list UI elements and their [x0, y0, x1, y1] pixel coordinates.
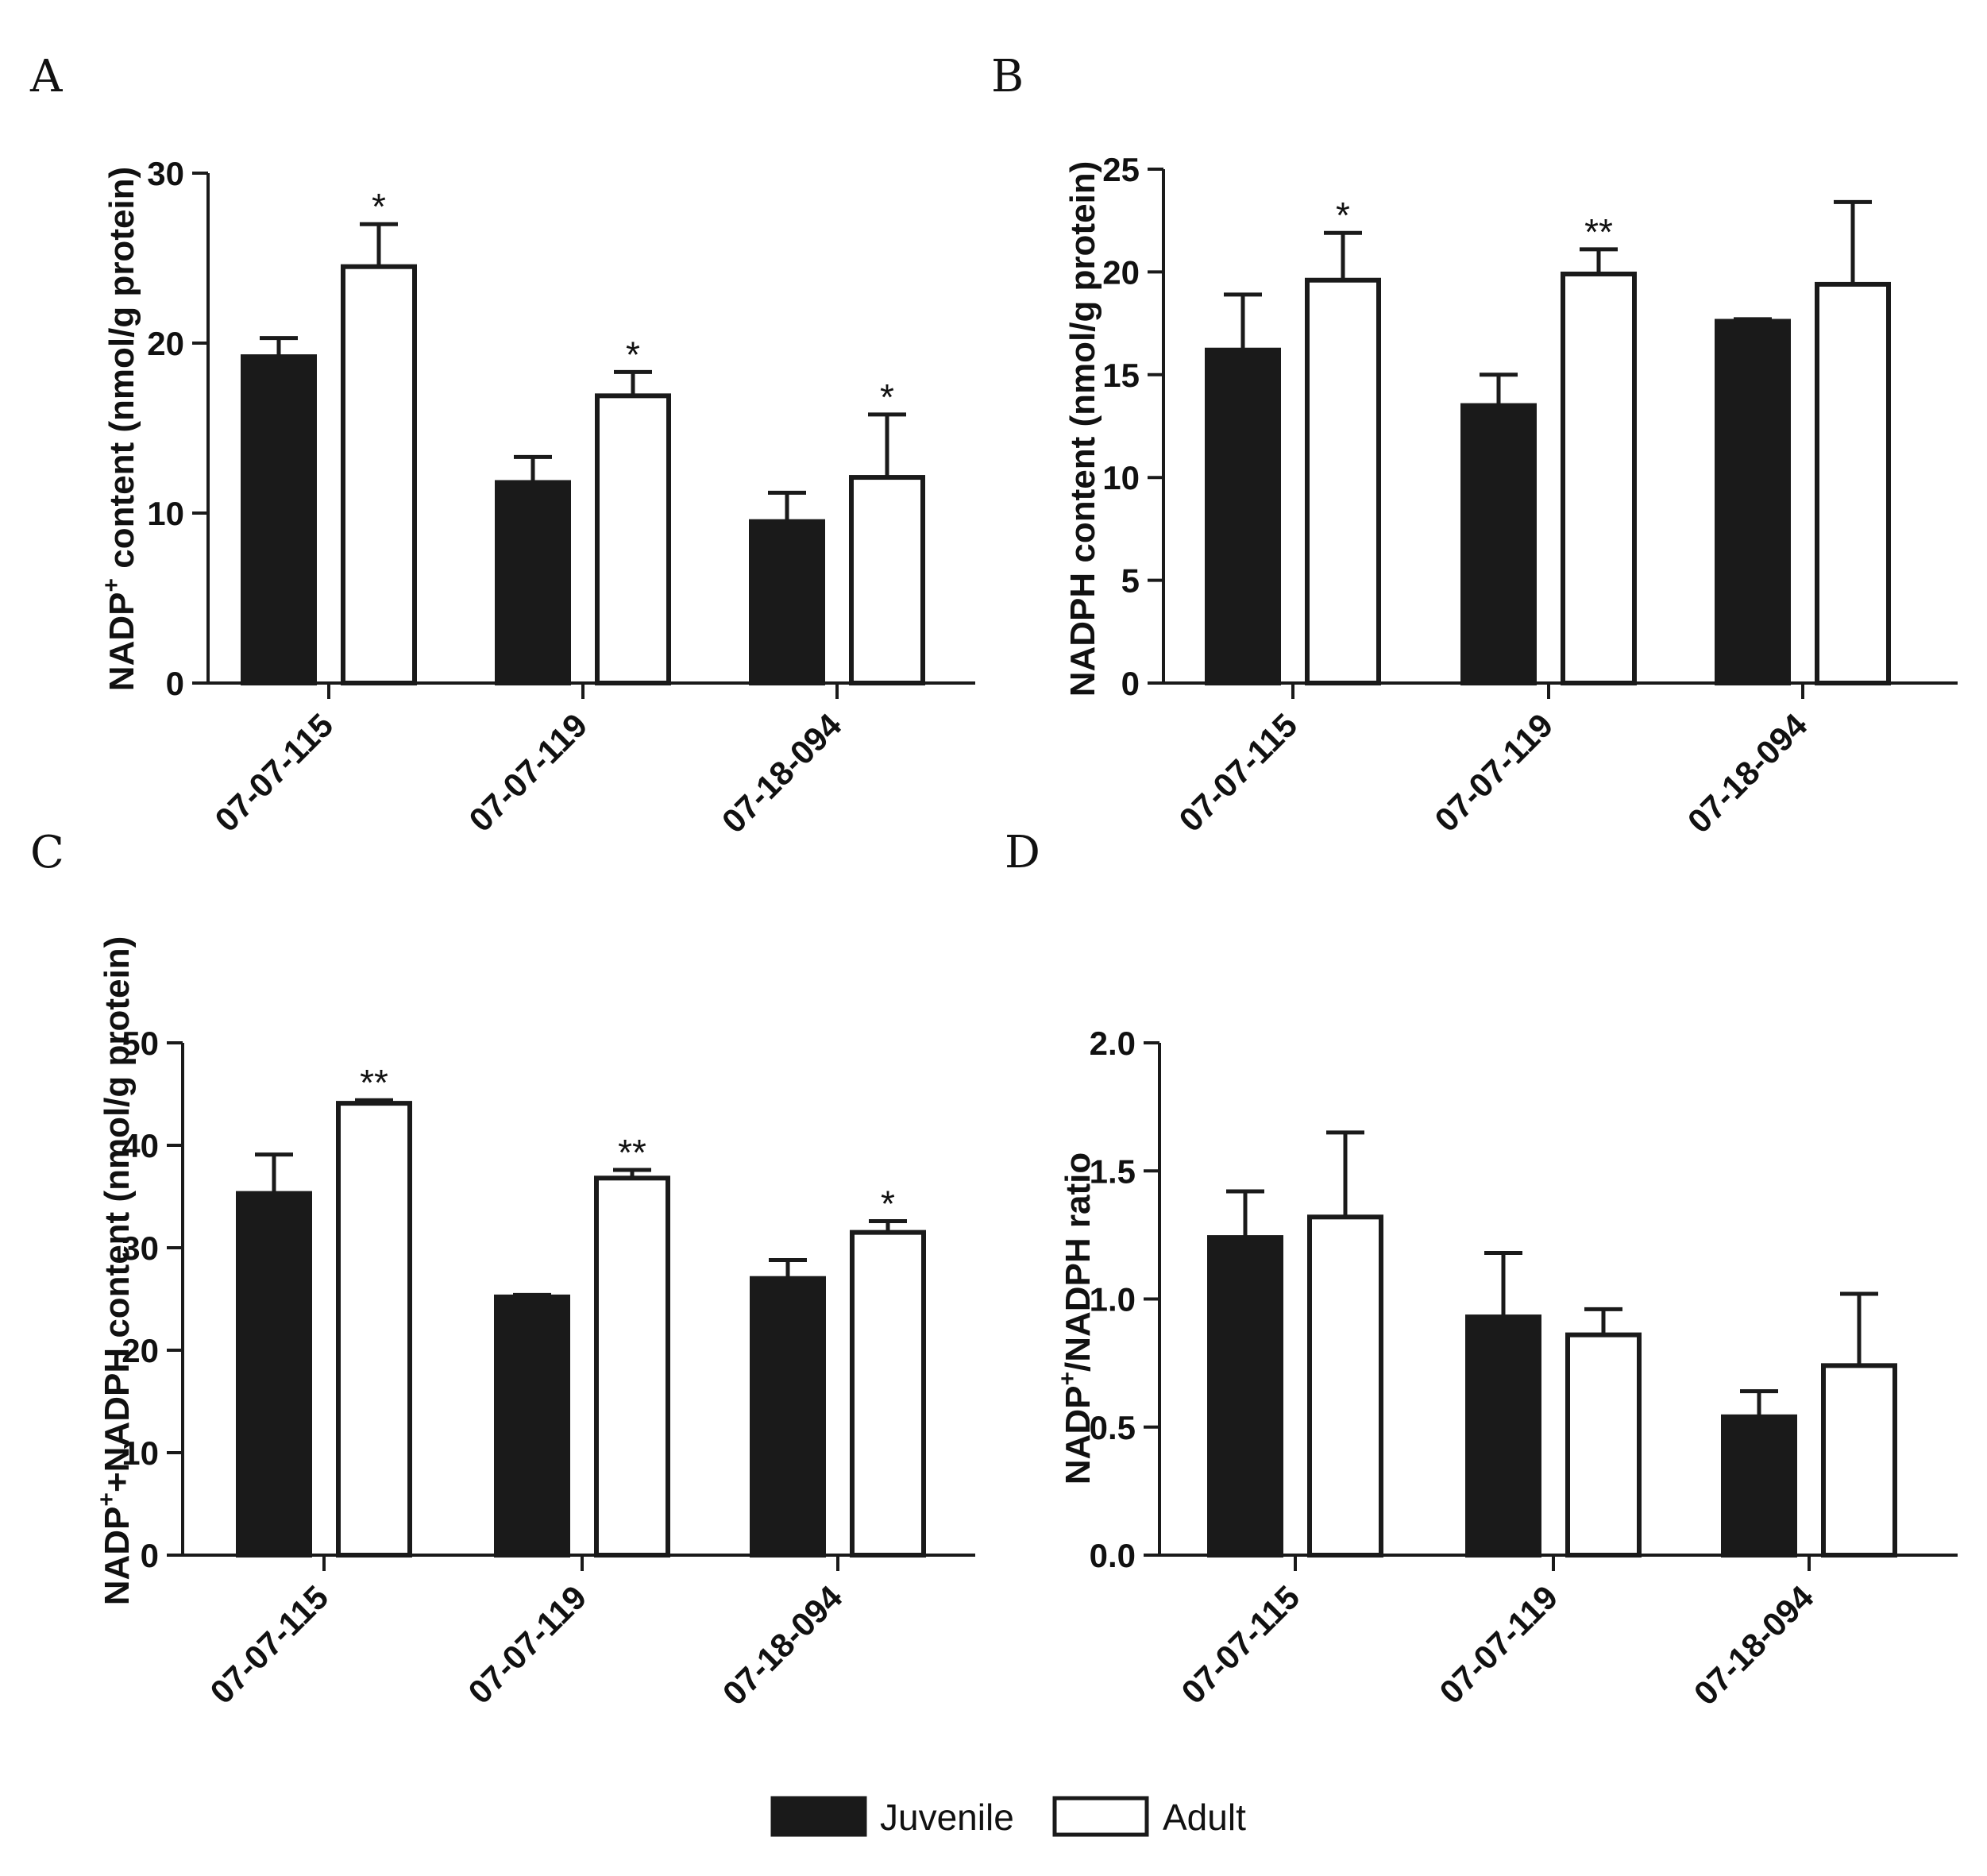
- panel-d-y-tick-label: 0.5: [1090, 1409, 1136, 1446]
- panel-b-y-axis-title: NADPH content (nmol/g protein): [1063, 161, 1102, 697]
- panel-c-bar-juvenile: [750, 1276, 826, 1558]
- panel-d-y-tick-label: 1.0: [1090, 1281, 1136, 1318]
- panel-c-y-tick-label: 10: [122, 1434, 159, 1472]
- panel-a-bar-juvenile: [749, 519, 825, 686]
- panel-a-y-tick-label: 10: [147, 495, 184, 532]
- panel-c-bar-adult: [594, 1175, 670, 1558]
- panel-d-y-axis-title-group: NADP+/NADPH ratio: [1055, 1152, 1098, 1484]
- panel-letter-b: B: [991, 51, 1024, 102]
- panel-b-y-title-main: NADPH content (nmol/g protein): [1063, 161, 1102, 697]
- panel-c-y-tick-label: 40: [122, 1127, 159, 1164]
- panel-c-y-title-main: NADP: [98, 1507, 137, 1606]
- panel-a: A NADP+ content (nmol/g protein) 0 10 20 30…: [29, 51, 975, 840]
- panel-a-y-axis-title: NADP+ content (nmol/g protein): [98, 167, 141, 691]
- panel-b-y-tick-label: 0: [1121, 665, 1140, 702]
- panel-b-bar-adult: [1305, 277, 1381, 685]
- panel-a-bar-adult: [849, 475, 925, 685]
- panel-b-y-tick-label: 5: [1121, 562, 1140, 600]
- panel-a-y-title-main: NADP: [102, 593, 141, 692]
- panel-letter-a: A: [29, 51, 63, 102]
- panel-a-bar-adult: [595, 393, 671, 685]
- panel-c-y-tick-label: 30: [122, 1229, 159, 1267]
- panel-a-y-title-rest: content (nmol/g protein): [102, 167, 141, 578]
- panel-a-y-tick-label: 30: [147, 155, 184, 192]
- panel-c-y-tick-label: 50: [122, 1025, 159, 1062]
- panel-a-y-axis-title-group: NADP+ content (nmol/g protein): [98, 167, 141, 691]
- panel-b-bar-adult: [1815, 281, 1891, 685]
- panel-d-y-title-sup: +: [1055, 1372, 1081, 1386]
- panel-c-y-axis-title-group: NADP++NADPH content (nmol/g protein): [94, 936, 137, 1606]
- panel-b-y-tick-label: 15: [1102, 357, 1140, 394]
- panel-d-y-title-main: NADP: [1059, 1386, 1098, 1485]
- panel-d-y-tick-label: 1.5: [1090, 1152, 1136, 1190]
- panel-a-y-tick-label: 0: [166, 665, 184, 702]
- panel-b: B NADPH content (nmol/g protein) 0 5 10 15 2…: [991, 51, 1958, 840]
- panel-b-bar-juvenile: [1205, 347, 1281, 685]
- panel-c-y-tick-label: 0: [141, 1537, 159, 1574]
- panel-b-bar-adult: [1561, 271, 1637, 686]
- panel-c-y-title-sup: +: [94, 1492, 120, 1507]
- panel-a-significance-marker: *: [372, 186, 386, 227]
- panel-c-significance-marker: *: [881, 1183, 895, 1224]
- panel-a-bar-juvenile: [241, 354, 317, 685]
- legend: Juvenile Adult: [770, 1796, 1246, 1838]
- panel-b-y-tick-label: 10: [1102, 459, 1140, 496]
- panel-b-bar-juvenile: [1460, 403, 1537, 685]
- panel-a-significance-marker: *: [880, 376, 894, 418]
- panel-d-bar-adult: [1821, 1363, 1897, 1558]
- panel-c-bar-adult: [850, 1229, 926, 1558]
- panel-c-y-title-rest: +NADPH content (nmol/g protein): [98, 936, 137, 1492]
- panel-d-y-tick-label: 2.0: [1090, 1025, 1136, 1062]
- panel-d-bar-juvenile: [1721, 1414, 1797, 1558]
- panel-b-y-tick-label: 25: [1102, 151, 1140, 188]
- panel-d-bar-juvenile: [1465, 1314, 1541, 1558]
- panel-a-bar-juvenile: [495, 480, 571, 685]
- panel-d-y-axis-title: NADP+/NADPH ratio: [1055, 1152, 1098, 1484]
- panel-letter-d: D: [1005, 827, 1040, 878]
- panel-d-y-title-rest: /NADPH ratio: [1059, 1152, 1098, 1372]
- legend-label-adult: Adult: [1163, 1797, 1246, 1838]
- panel-c-bar-adult: [336, 1101, 412, 1558]
- panel-b-bar-juvenile: [1715, 318, 1791, 685]
- panel-d-bar-adult: [1307, 1214, 1383, 1558]
- panel-letter-c: C: [30, 827, 64, 878]
- legend-swatch-adult: [1052, 1796, 1149, 1837]
- panel-b-significance-marker: *: [1336, 195, 1350, 236]
- panel-a-bar-adult: [341, 264, 417, 685]
- panel-c-bar-juvenile: [494, 1294, 570, 1558]
- panel-a-y-title-sup: +: [98, 578, 125, 593]
- panel-c-y-axis-title: NADP++NADPH content (nmol/g protein): [94, 936, 137, 1606]
- panel-a-significance-marker: *: [626, 334, 640, 375]
- legend-swatch-juvenile: [770, 1796, 867, 1837]
- panel-c-y-tick-label: 20: [122, 1332, 159, 1369]
- panel-a-y-tick-label: 20: [147, 325, 184, 362]
- panel-d-bar-juvenile: [1207, 1235, 1283, 1558]
- panel-b-y-tick-label: 20: [1102, 253, 1140, 291]
- panel-b-y-axis-title-group: NADPH content (nmol/g protein): [1063, 161, 1102, 697]
- panel-c-significance-marker: **: [360, 1062, 388, 1103]
- panel-d-y-tick-label: 0.0: [1090, 1537, 1136, 1574]
- panel-d-bar-adult: [1565, 1332, 1642, 1558]
- panel-c-significance-marker: **: [618, 1132, 646, 1173]
- legend-label-juvenile: Juvenile: [880, 1797, 1014, 1838]
- panel-c-bar-juvenile: [236, 1191, 312, 1558]
- panel-b-significance-marker: **: [1584, 211, 1613, 253]
